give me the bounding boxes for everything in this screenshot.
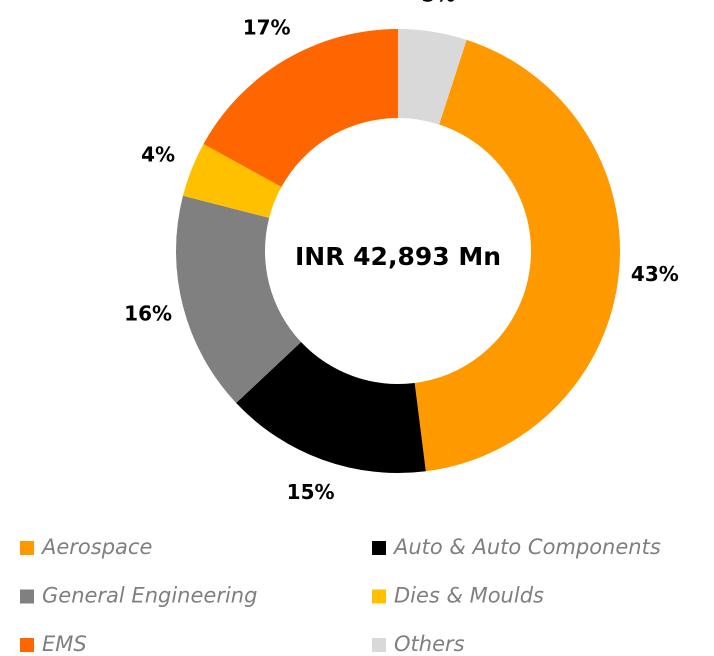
legend-swatch — [372, 589, 386, 604]
slice — [203, 29, 398, 187]
legend-swatch — [20, 541, 34, 555]
value-label: 4% — [141, 143, 175, 167]
center-label: INR 42,893 Mn — [295, 242, 501, 271]
legend-label: Dies & Moulds — [394, 584, 544, 608]
legend-label: Aerospace — [40, 535, 152, 559]
legend-swatch — [372, 638, 386, 652]
slice — [182, 144, 282, 218]
legend-label: General Engineering — [42, 584, 257, 608]
legend-swatch — [20, 638, 34, 652]
value-label: 15% — [287, 480, 335, 504]
slice — [398, 29, 467, 125]
legend-swatch — [20, 589, 34, 604]
legend-swatch — [372, 541, 386, 555]
slice — [414, 39, 620, 472]
legend-label: Others — [394, 632, 465, 656]
legend-label: Auto & Auto Components — [392, 535, 661, 559]
value-label: 17% — [243, 15, 291, 39]
slice — [175, 195, 302, 403]
legend-label: EMS — [42, 632, 87, 656]
value-label: 16% — [124, 302, 172, 326]
slice — [236, 342, 426, 473]
value-label: 43% — [631, 262, 679, 286]
value-label: 5% — [421, 0, 455, 7]
